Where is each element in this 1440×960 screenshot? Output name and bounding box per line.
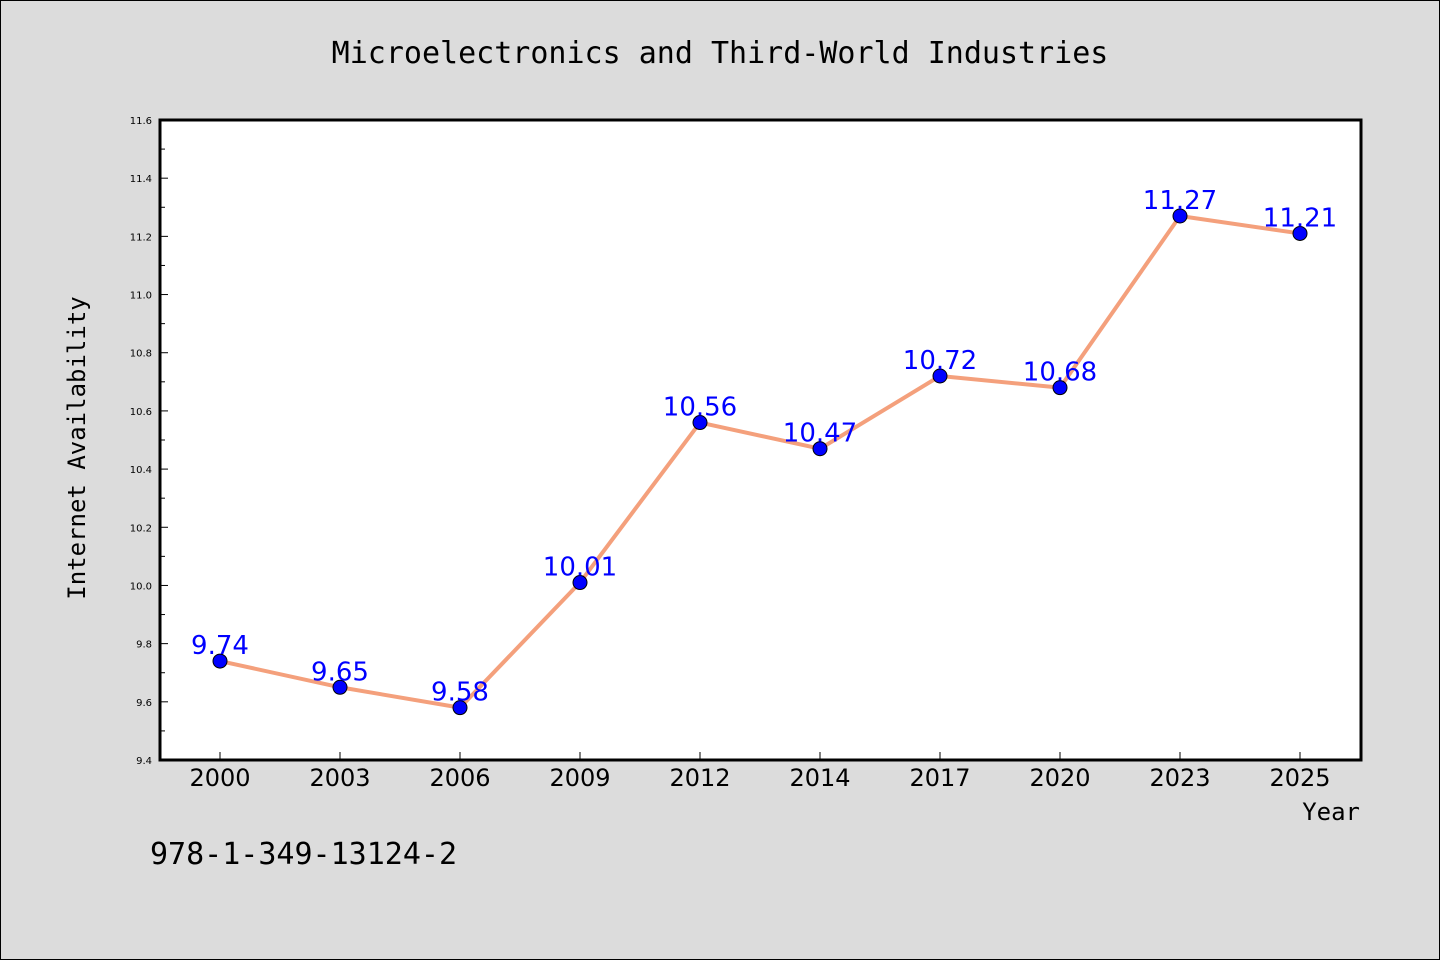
x-tick-label: 2009	[549, 764, 610, 792]
series-line	[218, 214, 1302, 710]
x-tick-label: 2023	[1149, 764, 1210, 792]
data-point	[1172, 208, 1188, 224]
y-tick-label: 11.0	[130, 291, 152, 302]
data-labels-group: 9.74 9.65 9.58 10.01 10.56 10.47 10.72 10.68 11.…	[191, 186, 1337, 708]
y-tick-label: 11.6	[130, 116, 152, 127]
data-point	[212, 653, 228, 669]
data-point	[452, 700, 468, 716]
data-label: 11.27	[1143, 186, 1217, 216]
isbn-annotation: 978-1-349-13124-2	[150, 837, 457, 872]
chart-title: Microelectronics and Third-World Industr…	[332, 36, 1109, 71]
data-label: 10.01	[543, 553, 617, 583]
data-label: 9.65	[311, 657, 369, 687]
data-label: 11.21	[1263, 203, 1337, 233]
x-tick-label: 2014	[789, 764, 850, 792]
y-axis: 9.4 9.6 9.8 10.0 10.2 10.4 10.6 10.8 11.0 11.2 11.…	[130, 116, 168, 767]
y-tick-label: 10.6	[130, 407, 152, 418]
y-tick-label: 9.6	[136, 698, 152, 709]
y-tick-label: 11.4	[130, 174, 152, 185]
x-tick-label: 2020	[1029, 764, 1090, 792]
y-tick-label: 9.4	[136, 756, 152, 767]
x-tick-label: 2000	[189, 764, 250, 792]
x-tick-label: 2003	[309, 764, 370, 792]
x-tick-label: 2012	[669, 764, 730, 792]
data-point	[932, 368, 948, 384]
series-line-group	[218, 214, 1302, 710]
data-point	[332, 679, 348, 695]
y-tick-label: 9.8	[136, 640, 152, 651]
data-point	[812, 441, 828, 457]
data-label: 10.56	[663, 393, 737, 423]
y-tick-label: 11.2	[130, 232, 152, 243]
y-tick-label: 10.2	[130, 523, 152, 534]
x-axis: 2000 2003 2006 2009 2012 2014 2017 2020 2023 2025	[189, 752, 1331, 792]
y-tick-label: 10.8	[130, 349, 152, 360]
data-label: 9.58	[431, 678, 489, 708]
x-tick-label: 2006	[429, 764, 490, 792]
data-point	[692, 415, 708, 431]
y-axis-label: Internet Availability	[63, 296, 91, 599]
data-label: 10.72	[903, 346, 977, 376]
x-tick-label: 2017	[909, 764, 970, 792]
x-axis-label: Year	[1302, 798, 1360, 826]
data-label: 10.47	[783, 419, 857, 449]
x-tick-label: 2025	[1269, 764, 1330, 792]
y-tick-label: 10.4	[130, 465, 152, 476]
data-label: 9.74	[191, 631, 249, 661]
series-markers-group	[212, 208, 1308, 716]
plot-area	[158, 118, 1363, 762]
data-point	[1052, 380, 1068, 396]
data-point	[1292, 225, 1308, 241]
data-point	[572, 575, 588, 591]
y-tick-label: 10.0	[130, 581, 152, 592]
data-label: 10.68	[1023, 358, 1097, 388]
